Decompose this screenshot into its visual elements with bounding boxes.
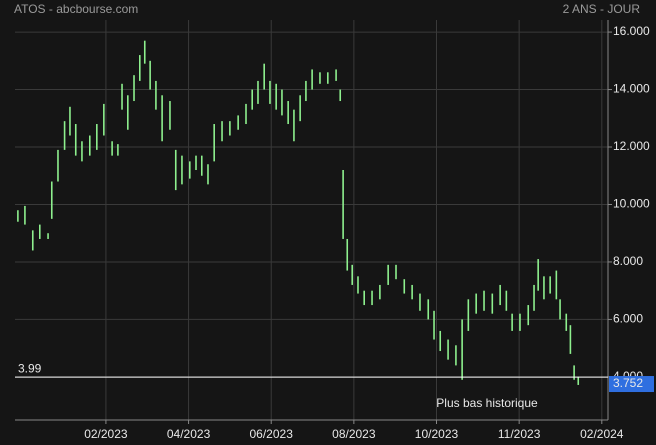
x-tick-label: 02/2024: [580, 427, 624, 441]
annotation: Plus bas historique: [436, 396, 538, 410]
y-tick-label: 6.000: [613, 312, 643, 326]
x-tick-label: 08/2023: [332, 427, 376, 441]
x-tick-label: 06/2023: [250, 427, 294, 441]
x-tick-label: 11/2023: [498, 427, 541, 441]
chart-subtitle: 2 ANS - JOUR: [563, 2, 641, 16]
support-label: 3.99: [18, 361, 42, 375]
x-tick-label: 04/2023: [167, 427, 211, 441]
x-tick-label: 02/2023: [84, 427, 128, 441]
y-tick-label: 14.000: [613, 82, 650, 96]
last-value-label: 3.752: [613, 376, 643, 390]
x-tick-label: 10/2023: [415, 427, 459, 441]
y-tick-label: 16.000: [613, 24, 650, 38]
y-tick-label: 12.000: [613, 139, 650, 153]
y-tick-label: 8.000: [613, 254, 643, 268]
y-tick-label: 10.000: [613, 197, 650, 211]
chart-title: ATOS - abcbourse.com: [14, 2, 138, 16]
last-value-box: [609, 376, 654, 393]
